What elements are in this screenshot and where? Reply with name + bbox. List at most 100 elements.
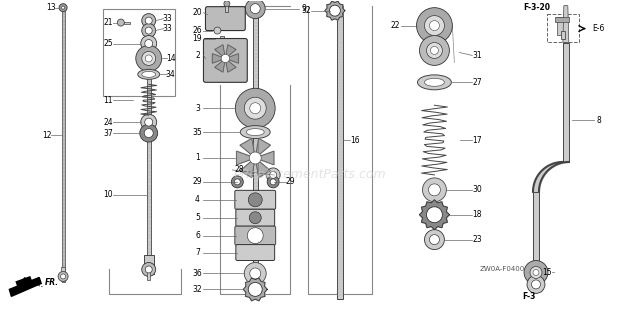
Text: 29: 29 <box>285 177 295 186</box>
Circle shape <box>246 0 265 19</box>
Text: 33: 33 <box>163 24 172 33</box>
Circle shape <box>420 36 449 66</box>
Ellipse shape <box>138 70 160 79</box>
Circle shape <box>145 17 153 24</box>
Circle shape <box>267 176 279 188</box>
Text: 14: 14 <box>166 54 175 63</box>
Text: 19: 19 <box>193 34 202 43</box>
Circle shape <box>142 52 156 66</box>
Bar <box>557 17 567 35</box>
Text: eReplacementParts.com: eReplacementParts.com <box>234 168 386 181</box>
Circle shape <box>430 21 440 31</box>
Text: 21: 21 <box>103 18 113 27</box>
Polygon shape <box>563 6 569 43</box>
Polygon shape <box>226 45 236 58</box>
Polygon shape <box>215 58 226 72</box>
Circle shape <box>231 176 243 188</box>
Text: ZW0A-F0400: ZW0A-F0400 <box>479 266 525 273</box>
Circle shape <box>524 260 548 284</box>
Polygon shape <box>420 200 449 230</box>
Circle shape <box>249 152 261 164</box>
Polygon shape <box>255 158 270 178</box>
Text: 30: 30 <box>472 185 482 194</box>
Bar <box>337 6 343 299</box>
Ellipse shape <box>241 126 270 138</box>
Text: 6: 6 <box>195 231 200 240</box>
Polygon shape <box>9 277 41 296</box>
Circle shape <box>270 179 276 185</box>
Polygon shape <box>237 151 255 165</box>
Text: 29: 29 <box>193 177 202 186</box>
Text: ◀ FR.: ◀ FR. <box>24 277 45 288</box>
Circle shape <box>248 282 262 296</box>
Polygon shape <box>240 158 255 178</box>
Text: 13: 13 <box>46 3 56 12</box>
Circle shape <box>142 14 156 28</box>
Circle shape <box>145 266 153 273</box>
Circle shape <box>250 103 261 114</box>
Text: 17: 17 <box>472 136 482 145</box>
Text: 18: 18 <box>472 210 482 219</box>
Circle shape <box>531 280 541 289</box>
Circle shape <box>142 23 156 37</box>
Polygon shape <box>226 58 236 72</box>
Bar <box>563 43 569 162</box>
Polygon shape <box>212 54 226 63</box>
Bar <box>555 17 569 22</box>
Text: 11: 11 <box>103 96 113 105</box>
Circle shape <box>249 212 261 224</box>
Circle shape <box>430 46 438 54</box>
Text: 5: 5 <box>195 213 200 222</box>
Circle shape <box>140 124 157 142</box>
Text: 28: 28 <box>234 165 244 174</box>
Circle shape <box>61 6 64 9</box>
Circle shape <box>142 263 156 277</box>
Text: 9: 9 <box>301 4 306 13</box>
Polygon shape <box>325 1 345 20</box>
Bar <box>147 273 150 281</box>
Ellipse shape <box>246 129 264 136</box>
Bar <box>226 4 228 12</box>
FancyBboxPatch shape <box>203 39 247 82</box>
FancyBboxPatch shape <box>236 245 275 260</box>
Circle shape <box>141 36 157 52</box>
Circle shape <box>145 55 153 62</box>
Circle shape <box>533 269 539 275</box>
Circle shape <box>329 5 340 16</box>
Text: 25: 25 <box>103 39 113 48</box>
Circle shape <box>530 266 542 278</box>
Circle shape <box>214 27 221 34</box>
Text: E-6: E-6 <box>593 24 605 33</box>
Circle shape <box>422 178 446 202</box>
Bar <box>147 16 151 269</box>
Bar <box>61 268 65 281</box>
Circle shape <box>221 54 229 63</box>
Bar <box>547 14 579 41</box>
Circle shape <box>248 193 262 207</box>
Circle shape <box>234 179 241 185</box>
Text: 7: 7 <box>195 248 200 257</box>
Circle shape <box>145 27 153 34</box>
FancyBboxPatch shape <box>235 190 276 209</box>
Bar <box>16 276 32 287</box>
Text: 32: 32 <box>301 6 311 15</box>
Circle shape <box>425 16 445 36</box>
Text: 15: 15 <box>542 268 552 277</box>
Text: 31: 31 <box>472 51 482 60</box>
Circle shape <box>244 263 266 284</box>
Circle shape <box>425 230 445 250</box>
Text: 26: 26 <box>193 26 202 35</box>
Circle shape <box>61 274 66 279</box>
Circle shape <box>136 45 162 71</box>
Polygon shape <box>215 45 226 58</box>
Circle shape <box>266 168 280 182</box>
Circle shape <box>244 97 266 119</box>
Ellipse shape <box>417 75 451 90</box>
Bar <box>103 9 175 96</box>
Circle shape <box>144 40 153 48</box>
Circle shape <box>250 4 260 14</box>
Polygon shape <box>243 278 267 301</box>
Text: 3: 3 <box>195 104 200 113</box>
Circle shape <box>527 275 545 293</box>
Polygon shape <box>255 151 274 165</box>
